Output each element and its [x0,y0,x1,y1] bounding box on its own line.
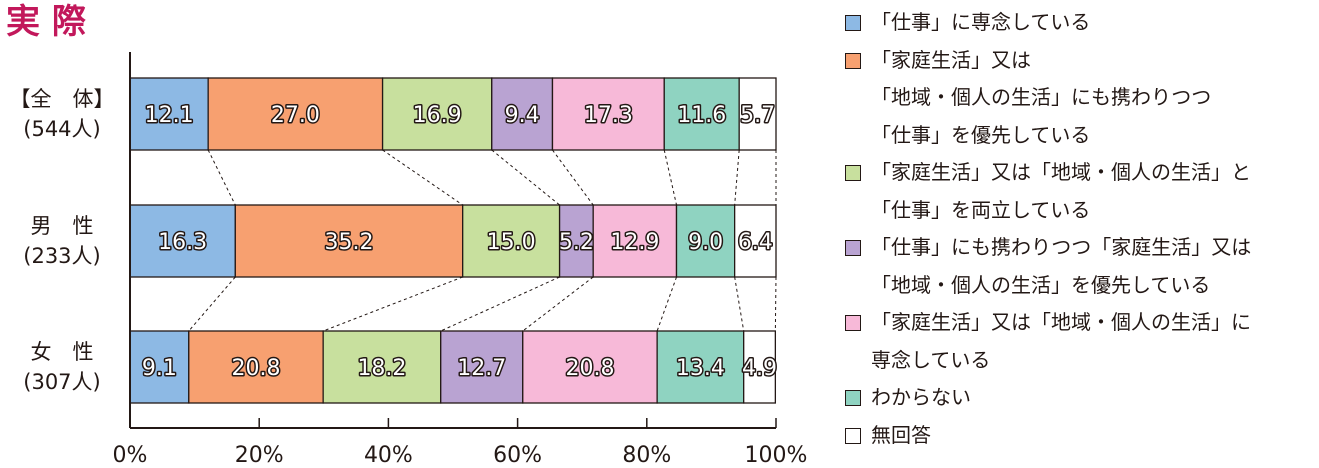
legend-item: 「家庭生活」又は「地域・個人の生活」に 専念している [845,304,1315,379]
connector-line [322,276,463,332]
bar-segment [734,204,777,278]
legend-label: 「家庭生活」又は「地域・個人の生活」に 専念している [871,310,1251,372]
bar-segment [522,330,658,404]
connector-line [663,149,678,206]
bar-segment [440,330,524,404]
data-label: 5.7 [740,103,775,128]
data-label: 20.8 [565,356,614,381]
data-label: 13.4 [676,356,725,381]
bar-segment [675,204,736,278]
data-label: 11.6 [677,103,726,128]
connector-line [207,149,236,206]
legend-item: 「仕事」にも携わりつつ「家庭生活」又は 「地域・個人の生活」を優先している [845,229,1315,304]
legend-label: 「仕事」に専念している [871,10,1091,34]
data-label: 20.8 [231,356,280,381]
data-label: 18.2 [357,356,406,381]
data-label: 35.2 [325,230,374,255]
x-tick-label: 20% [235,443,284,468]
x-tick-label: 40% [364,443,413,468]
legend-item: 「仕事」に専念している [845,4,1315,42]
connector-line [656,276,677,332]
heading-text: 実 際 [6,2,86,42]
connector-line [491,149,560,206]
x-tick-label: 60% [493,443,542,468]
category-label: 女 性 [31,340,94,364]
data-label: 16.3 [158,230,207,255]
bar-segment [663,77,740,151]
x-tick-label: 100% [745,443,808,468]
bar-segment [743,330,777,404]
bar-segment [129,204,236,278]
category-count-label: (233人) [23,244,100,268]
legend-item: わからない [845,379,1315,417]
category-label: 【全 体】 [10,87,115,111]
category-count-label: (544人) [23,117,100,141]
legend-label: わからない [871,385,971,409]
bar-segment [234,204,464,278]
chart-heading: 実 際 [6,2,86,42]
data-label: 12.9 [610,230,659,255]
connector-lines [188,149,777,332]
legend-item: 「家庭生活」又は 「地域・個人の生活」にも携わりつつ 「仕事」を優先している [845,42,1315,155]
data-label: 9.1 [142,356,177,381]
data-label: 6.4 [738,230,773,255]
data-label: 9.0 [688,230,723,255]
legend-swatch [845,15,861,31]
connector-line [440,276,560,332]
axes-layer: 0% 20% 40% 60% 80% 100% [113,52,808,468]
legend-item: 「家庭生活」又は「地域・個人の生活」と 「仕事」を両立している [845,154,1315,229]
data-label: 9.4 [505,103,540,128]
legend: 「仕事」に専念している「家庭生活」又は 「地域・個人の生活」にも携わりつつ 「仕… [845,4,1315,454]
x-tick-label: 80% [622,443,671,468]
data-label: 15.0 [487,230,536,255]
data-label: 16.9 [413,103,462,128]
legend-label: 無回答 [871,422,931,447]
bar-segment [656,330,745,404]
bar-segment [592,204,678,278]
category-count-label: (307人) [23,370,100,394]
connector-line [382,149,463,206]
legend-label: 「家庭生活」又は 「地域・個人の生活」にも携わりつつ 「仕事」を優先している [871,47,1212,147]
bar-segment [491,77,554,151]
bar-segment [462,204,561,278]
legend-swatch [845,427,861,444]
bars-layer: 12.1 27.0 16.9 9.4 17.3 11.6 5.7 16.3 35.2 15.0 5.… [129,77,779,404]
category-label: 男 性 [31,214,94,238]
legend-item: 無回答 [845,417,1315,455]
connector-line [522,276,594,332]
legend-label: 「仕事」にも携わりつつ「家庭生活」又は 「地域・個人の生活」を優先している [871,235,1252,297]
connector-line [774,276,777,332]
legend-swatch [845,165,861,181]
category-labels: 【全 体】 (544人) 男 性 (233人) 女 性 (307人) [10,87,115,394]
bar-segment [381,77,493,151]
bar-segment [738,77,777,151]
connector-line [552,149,594,206]
data-label: 5.2 [559,230,594,255]
bar-segment [322,330,442,404]
connector-line [188,276,236,332]
connector-line [734,276,745,332]
data-label: 12.7 [457,356,506,381]
legend-swatch [845,240,861,256]
data-label: 27.0 [271,103,320,128]
bar-segment [551,77,665,151]
bar-segment [129,330,190,404]
x-tick-label: 0% [113,443,148,468]
legend-swatch [845,315,861,331]
bar-segment [188,330,324,404]
legend-swatch [845,390,861,406]
connector-line [734,149,740,206]
data-label: 12.1 [145,103,194,128]
data-label: 4.9 [742,356,777,381]
legend-swatch [845,52,861,69]
legend-label: 「家庭生活」又は「地域・個人の生活」と 「仕事」を両立している [871,160,1251,222]
bar-segment [207,77,384,151]
bar-segment [558,204,594,278]
data-label: 17.3 [584,103,633,128]
